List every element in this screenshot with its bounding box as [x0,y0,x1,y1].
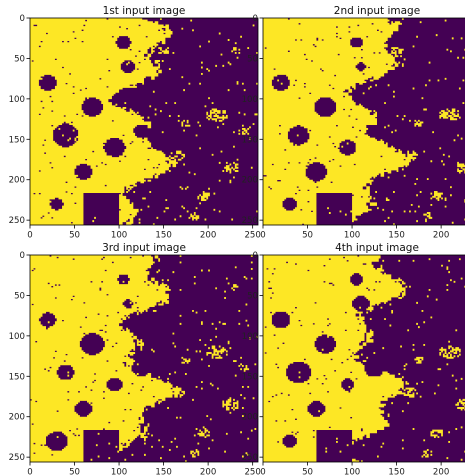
y-tick-label: 0 [253,14,258,24]
x-tick-label: 0 [27,468,32,476]
y-tick-label: 200 [9,413,25,423]
x-tick-label: 150 [155,468,171,476]
x-tick-label: 50 [302,231,313,241]
x-tick-label: 50 [69,231,80,241]
y-tick-label: 250 [242,453,258,463]
y-tick-label: 50 [247,54,258,64]
y-tick-label: 50 [247,291,258,301]
flood-mask [29,255,258,463]
y-tick-label: 200 [242,176,258,186]
y-tick-label: 200 [242,413,258,423]
axes-frame [29,254,259,463]
panel-title: 3rd input image [102,242,186,254]
axes-frame [29,17,259,226]
x-tick-label: 250 [244,468,260,476]
x-tick-label: 200 [200,468,216,476]
y-tick-label: 0 [20,14,25,24]
flood-mask [263,18,465,226]
x-tick-label: 150 [388,468,404,476]
y-tick-label: 0 [253,251,258,261]
y-tick-label: 100 [242,95,258,105]
x-tick-label: 200 [433,468,449,476]
y-tick-label: 250 [242,216,258,226]
y-tick-label: 100 [9,332,25,342]
flood-mask [263,255,465,463]
flood-mask [29,18,258,226]
y-tick-label: 50 [14,54,25,64]
axes-frame [262,254,465,463]
y-tick-label: 100 [242,332,258,342]
y-tick-label: 150 [242,372,258,382]
y-tick-label: 50 [14,291,25,301]
panel-title: 1st input image [103,5,186,17]
y-tick-label: 200 [9,176,25,186]
panel-title: 2nd input image [334,5,420,17]
x-tick-label: 200 [200,231,216,241]
x-tick-label: 100 [111,468,127,476]
x-tick-label: 150 [388,231,404,241]
panel-2: 2nd input image0501001502002500501001502… [242,5,465,241]
x-tick-label: 100 [344,468,360,476]
y-tick-label: 0 [20,251,25,261]
x-tick-label: 150 [155,231,171,241]
y-tick-label: 150 [9,135,25,145]
x-tick-label: 0 [260,468,265,476]
panel-title: 4th input image [335,242,419,254]
y-tick-label: 250 [9,216,25,226]
panel-4: 4th input image0501001502002500501001502… [242,242,465,476]
y-tick-label: 100 [9,95,25,105]
x-tick-label: 100 [111,231,127,241]
x-tick-label: 100 [344,231,360,241]
y-tick-label: 150 [242,135,258,145]
y-tick-label: 250 [9,453,25,463]
x-tick-label: 250 [244,231,260,241]
x-tick-label: 50 [302,468,313,476]
y-tick-label: 150 [9,372,25,382]
x-tick-label: 50 [69,468,80,476]
axes-frame [262,17,465,226]
x-tick-label: 200 [433,231,449,241]
x-tick-label: 0 [27,231,32,241]
x-tick-label: 0 [260,231,265,241]
